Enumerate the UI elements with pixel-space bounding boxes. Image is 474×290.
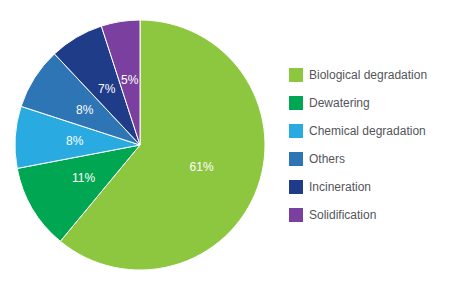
svg-text:Dewatering: Dewatering: [309, 96, 370, 110]
svg-text:Biological degradation: Biological degradation: [309, 68, 427, 82]
svg-text:11%: 11%: [72, 171, 95, 185]
svg-text:Solidification: Solidification: [309, 208, 376, 222]
svg-text:Others: Others: [309, 152, 345, 166]
svg-text:5%: 5%: [121, 73, 139, 87]
svg-text:Incineration: Incineration: [309, 180, 371, 194]
svg-text:7%: 7%: [98, 82, 116, 96]
svg-text:8%: 8%: [66, 134, 84, 148]
svg-text:8%: 8%: [76, 103, 94, 117]
svg-text:Chemical degradation: Chemical degradation: [309, 124, 426, 138]
svg-text:61%: 61%: [190, 160, 214, 174]
